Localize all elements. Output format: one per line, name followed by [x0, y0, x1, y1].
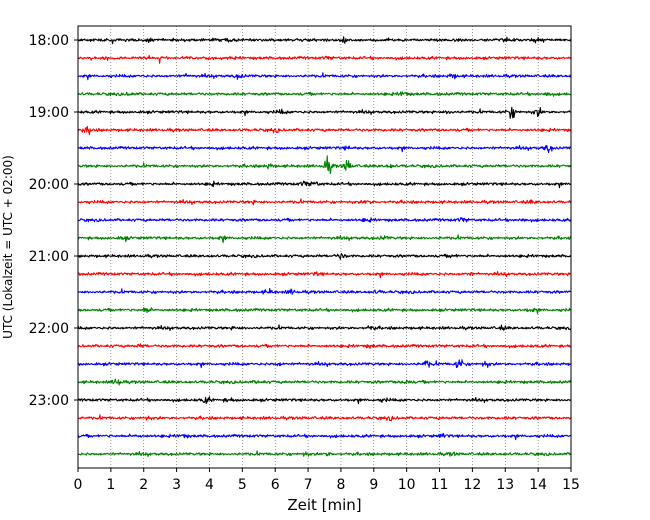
- x-axis-label: Zeit [min]: [287, 496, 361, 514]
- trace-2000: [77, 180, 572, 189]
- trace-2300: [77, 396, 572, 405]
- x-tick-label: 0: [74, 477, 83, 493]
- x-tick-label: 2: [139, 477, 148, 493]
- x-tick-label: 15: [562, 477, 580, 493]
- trace-2015: [77, 198, 572, 206]
- x-tick-label: 5: [238, 477, 247, 493]
- trace-2100: [77, 253, 572, 260]
- y-tick-label: 23:00: [29, 393, 69, 409]
- trace-2200: [77, 324, 572, 332]
- x-axis-ticks: 0 1 2 3 4 5 6 7 8 9 10 11 12 13 14 15: [74, 468, 580, 493]
- x-tick-label: 8: [336, 477, 345, 493]
- trace-1800: [77, 36, 572, 45]
- y-tick-label: 18:00: [29, 33, 69, 49]
- y-tick-label: 22:00: [29, 321, 69, 337]
- trace-2030: [77, 217, 572, 223]
- y-axis-label: UTC (Lokalzeit = UTC + 02:00): [1, 155, 15, 339]
- trace-2230: [77, 359, 572, 369]
- trace-2215: [77, 343, 572, 349]
- x-tick-label: 1: [106, 477, 115, 493]
- x-tick-label: 10: [398, 477, 416, 493]
- plot-frame: [77, 25, 572, 469]
- y-tick-label: 19:00: [29, 105, 69, 121]
- trace-1830: [77, 72, 572, 81]
- y-tick-label: 21:00: [29, 249, 69, 265]
- x-tick-label: 7: [304, 477, 313, 493]
- x-tick-label: 13: [496, 477, 514, 493]
- x-tick-label: 3: [172, 477, 181, 493]
- trace-2130: [77, 287, 572, 295]
- x-tick-label: 14: [529, 477, 547, 493]
- trace-2245: [77, 378, 572, 386]
- y-axis-ticks: 18:00 19:00 20:00 21:00 22:00 23:00: [29, 33, 78, 409]
- trace-2115: [77, 270, 572, 279]
- trace-1815: [77, 55, 572, 64]
- trace-1930: [77, 144, 572, 154]
- trace-2045: [77, 234, 572, 244]
- trace-1900: [77, 106, 572, 119]
- trace-2345: [77, 450, 572, 458]
- trace-1845: [77, 91, 572, 97]
- seismic-traces: [77, 36, 572, 458]
- trace-1915: [77, 125, 572, 136]
- x-tick-label: 4: [205, 477, 214, 493]
- trace-2330: [77, 432, 572, 441]
- x-tick-label: 6: [271, 477, 280, 493]
- trace-2315: [77, 414, 572, 422]
- x-tick-label: 11: [431, 477, 449, 493]
- x-tick-label: 9: [369, 477, 378, 493]
- y-tick-label: 20:00: [29, 177, 69, 193]
- trace-2145: [77, 307, 572, 315]
- x-tick-label: 12: [463, 477, 481, 493]
- trace-1945: [77, 155, 572, 174]
